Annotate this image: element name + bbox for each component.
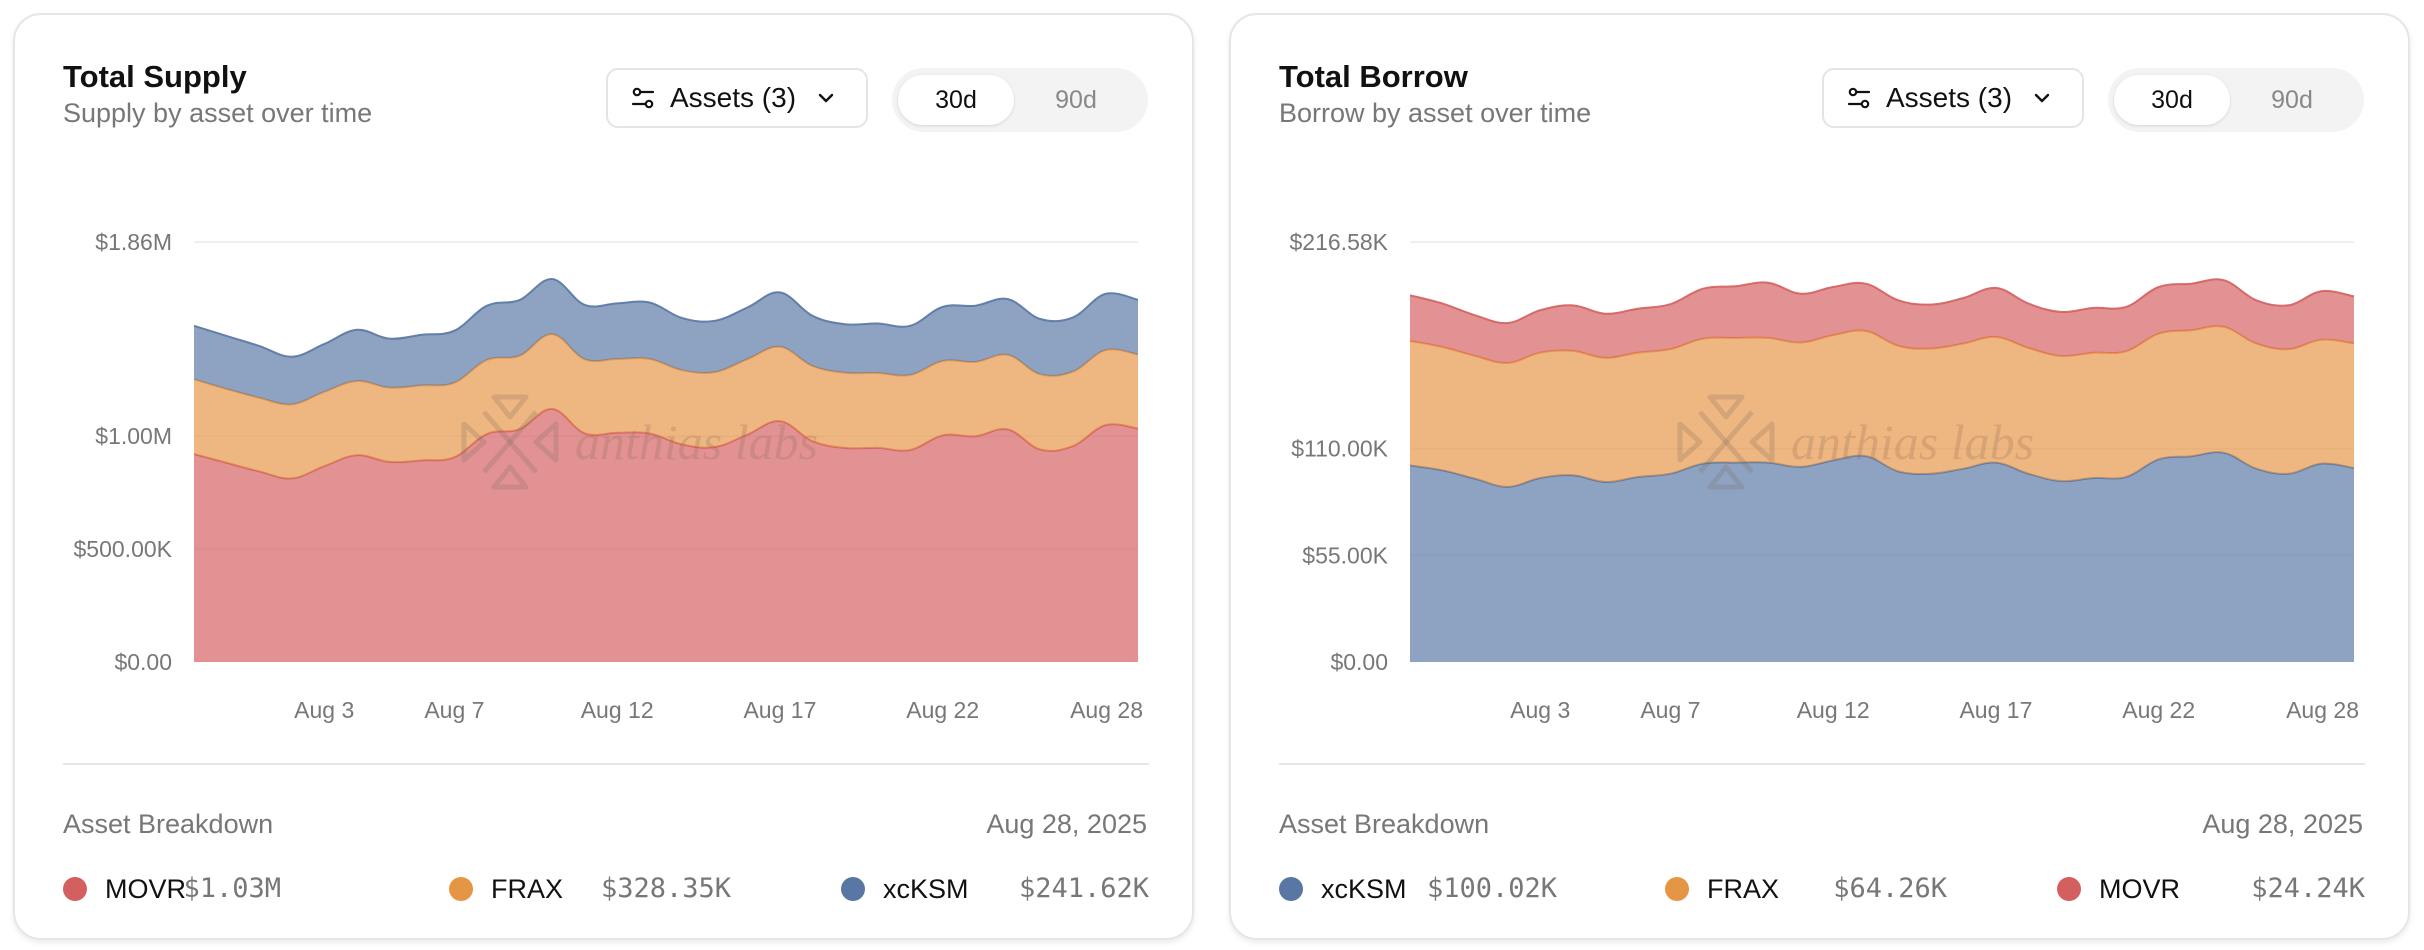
legend-item-xcksm: xcKSM <box>841 871 969 907</box>
breakdown-date: Aug 28, 2025 <box>986 809 1147 839</box>
card-title: Total Supply <box>63 59 247 94</box>
legend-dot-icon <box>449 877 473 901</box>
x-tick-label: Aug 12 <box>581 697 654 723</box>
asset-breakdown-legend: xcKSM $100.02K FRAX $64.26K MOVR $24.24K <box>1279 871 2365 907</box>
watermark-text: anthias labs <box>1791 414 2034 470</box>
line-movr <box>1409 278 2355 325</box>
assets-filter-label: Assets (3) <box>670 82 797 113</box>
y-tick-label: $216.58K <box>1290 229 1389 255</box>
legend-asset-value: $1.03M <box>183 873 281 904</box>
x-tick-label: Aug 17 <box>1959 697 2032 723</box>
watermark-logo-icon <box>461 394 559 490</box>
legend-asset-value: $100.02K <box>1426 873 1557 904</box>
x-tick-label: Aug 12 <box>1797 697 1870 723</box>
x-tick-label: Aug 7 <box>1640 697 1700 723</box>
area-xcksm <box>1410 452 2354 662</box>
total-borrow-card: Total Borrow Borrow by asset over time A… <box>1229 13 2410 940</box>
legend-asset-name: FRAX <box>491 873 564 904</box>
sliders-icon <box>630 85 656 111</box>
legend-dot-icon <box>63 877 87 901</box>
breakdown-label: Asset Breakdown <box>1279 809 1490 839</box>
legend-asset-value: $64.26K <box>1833 873 1947 904</box>
card-subtitle: Borrow by asset over time <box>1279 98 1592 128</box>
y-tick-label: $1.00M <box>95 423 172 449</box>
divider <box>63 763 1149 765</box>
asset-breakdown-legend: MOVR $1.03M FRAX $328.35K xcKSM $241.62K <box>63 871 1149 907</box>
card-title: Total Borrow <box>1279 59 1468 94</box>
x-tick-label: Aug 22 <box>906 697 979 723</box>
chevron-down-icon <box>2032 88 2052 108</box>
x-tick-label: Aug 3 <box>1510 697 1570 723</box>
range-90d-button[interactable]: 90d <box>1055 85 1097 114</box>
borrow-area-chart: $0.00 $55.00K $110.00K $216.58K anthias labs… <box>1290 229 2359 723</box>
x-tick-label: Aug 17 <box>743 697 816 723</box>
y-tick-label: $0.00 <box>114 649 172 675</box>
area-movr <box>1410 279 2354 364</box>
legend-dot-icon <box>2057 877 2081 901</box>
legend-dot-icon <box>1279 877 1303 901</box>
legend-asset-name: xcKSM <box>883 873 969 904</box>
legend-item-movr: MOVR <box>2057 871 2180 907</box>
range-30d-button[interactable]: 30d <box>2114 75 2230 125</box>
y-tick-label: $55.00K <box>1302 542 1388 568</box>
legend-item-frax: FRAX <box>1665 871 1779 907</box>
legend-asset-value: $241.62K <box>1018 873 1149 904</box>
legend-asset-value: $328.35K <box>600 873 731 904</box>
y-tick-label: $500.00K <box>74 536 173 562</box>
legend-asset-value: $24.24K <box>2251 873 2365 904</box>
assets-filter-button[interactable]: Assets (3) <box>1822 68 2084 128</box>
line-xcksm <box>193 277 1139 358</box>
supply-area-chart: $0.00 $500.00K $1.00M $1.86M anthias labs Aug… <box>74 229 1143 723</box>
x-tick-label: Aug 3 <box>294 697 354 723</box>
divider <box>1279 763 2365 765</box>
watermark-logo-icon <box>1677 394 1775 490</box>
chevron-down-icon <box>816 88 836 108</box>
range-30d-button[interactable]: 30d <box>898 75 1014 125</box>
legend-asset-name: FRAX <box>1707 873 1780 904</box>
legend-asset-name: MOVR <box>105 873 186 904</box>
sliders-icon <box>1846 85 1872 111</box>
legend-asset-name: MOVR <box>2099 873 2180 904</box>
area-frax <box>194 334 1138 479</box>
range-90d-button[interactable]: 90d <box>2271 85 2313 114</box>
card-subtitle: Supply by asset over time <box>63 98 373 128</box>
x-tick-label: Aug 28 <box>2286 697 2359 723</box>
legend-dot-icon <box>1665 877 1689 901</box>
area-movr <box>194 408 1138 662</box>
assets-filter-button[interactable]: Assets (3) <box>606 68 868 128</box>
x-tick-label: Aug 28 <box>1070 697 1143 723</box>
x-tick-label: Aug 7 <box>424 697 484 723</box>
legend-item-movr: MOVR <box>63 871 186 907</box>
time-range-toggle: 30d 90d <box>2108 68 2364 132</box>
assets-filter-label: Assets (3) <box>1886 82 2013 113</box>
y-tick-label: $0.00 <box>1330 649 1388 675</box>
legend-item-frax: FRAX <box>449 871 563 907</box>
y-tick-label: $110.00K <box>1291 436 1388 462</box>
breakdown-date: Aug 28, 2025 <box>2202 809 2363 839</box>
legend-item-xcksm: xcKSM <box>1279 871 1407 907</box>
legend-dot-icon <box>841 877 865 901</box>
total-supply-card: Total Supply Supply by asset over time A… <box>13 13 1194 940</box>
x-tick-label: Aug 22 <box>2122 697 2195 723</box>
breakdown-label: Asset Breakdown <box>63 809 274 839</box>
time-range-toggle: 30d 90d <box>892 68 1148 132</box>
watermark-text: anthias labs <box>575 414 818 470</box>
area-frax <box>1410 326 2354 487</box>
area-xcksm <box>194 278 1138 405</box>
legend-asset-name: xcKSM <box>1321 873 1407 904</box>
y-tick-label: $1.86M <box>95 229 172 255</box>
